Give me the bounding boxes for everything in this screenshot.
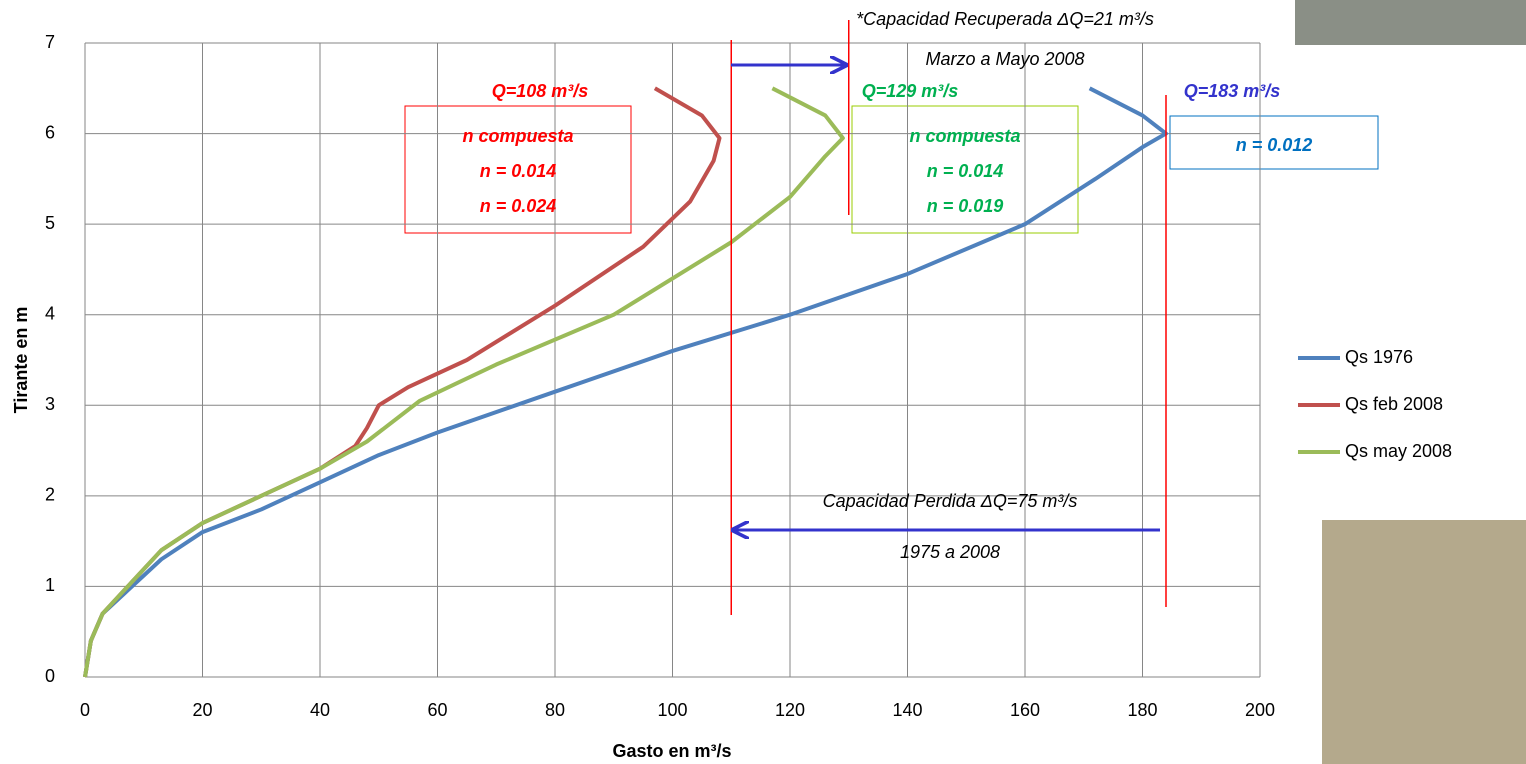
x-tick-label: 120: [775, 700, 805, 720]
x-tick-label: 0: [80, 700, 90, 720]
x-tick-label: 200: [1245, 700, 1275, 720]
series-line: [83, 86, 845, 678]
y-tick-label: 2: [45, 485, 55, 505]
annotation: n = 0.014: [927, 161, 1004, 181]
annotation: 1975 a 2008: [900, 542, 1000, 562]
x-tick-label: 180: [1127, 700, 1157, 720]
annotation-box: [851, 105, 1079, 234]
annotation: *Capacidad Recuperada ΔQ=21 m³/s: [856, 9, 1154, 29]
legend-label: Qs 1976: [1345, 347, 1413, 367]
annotation: n = 0.019: [927, 196, 1004, 216]
annotation: Q=129 m³/s: [862, 81, 959, 101]
y-tick-label: 1: [45, 575, 55, 595]
y-tick-label: 5: [45, 213, 55, 233]
y-tick-label: 3: [45, 394, 55, 414]
x-axis-label: Gasto en m³/s: [612, 741, 731, 761]
x-tick-label: 40: [310, 700, 330, 720]
x-tick-label: 100: [657, 700, 687, 720]
y-tick-label: 7: [45, 32, 55, 52]
annotation: n = 0.024: [480, 196, 557, 216]
photo: [1295, 0, 1526, 45]
annotation: Q=108 m³/s: [492, 81, 589, 101]
annotation: Q=183 m³/s: [1184, 81, 1281, 101]
annotation: Capacidad Perdida ΔQ=75 m³/s: [823, 491, 1078, 511]
x-tick-label: 60: [427, 700, 447, 720]
x-tick-label: 20: [192, 700, 212, 720]
legend-label: Qs may 2008: [1345, 441, 1452, 461]
photo: [1322, 520, 1526, 764]
annotation: n compuesta: [462, 126, 573, 146]
series-line: [83, 86, 1168, 678]
y-tick-label: 4: [45, 303, 55, 323]
x-tick-label: 80: [545, 700, 565, 720]
y-axis-label: Tirante en m: [11, 307, 31, 414]
y-tick-label: 6: [45, 122, 55, 142]
annotation: n = 0.012: [1236, 135, 1313, 155]
series-line: [83, 86, 722, 678]
y-tick-label: 0: [45, 666, 55, 686]
annotation: n compuesta: [909, 126, 1020, 146]
annotation: Marzo a Mayo 2008: [925, 49, 1084, 69]
annotation-box: [1169, 115, 1379, 170]
x-tick-label: 160: [1010, 700, 1040, 720]
legend-label: Qs feb 2008: [1345, 394, 1443, 414]
x-tick-label: 140: [892, 700, 922, 720]
annotation-box: [404, 105, 632, 234]
annotation: n = 0.014: [480, 161, 557, 181]
